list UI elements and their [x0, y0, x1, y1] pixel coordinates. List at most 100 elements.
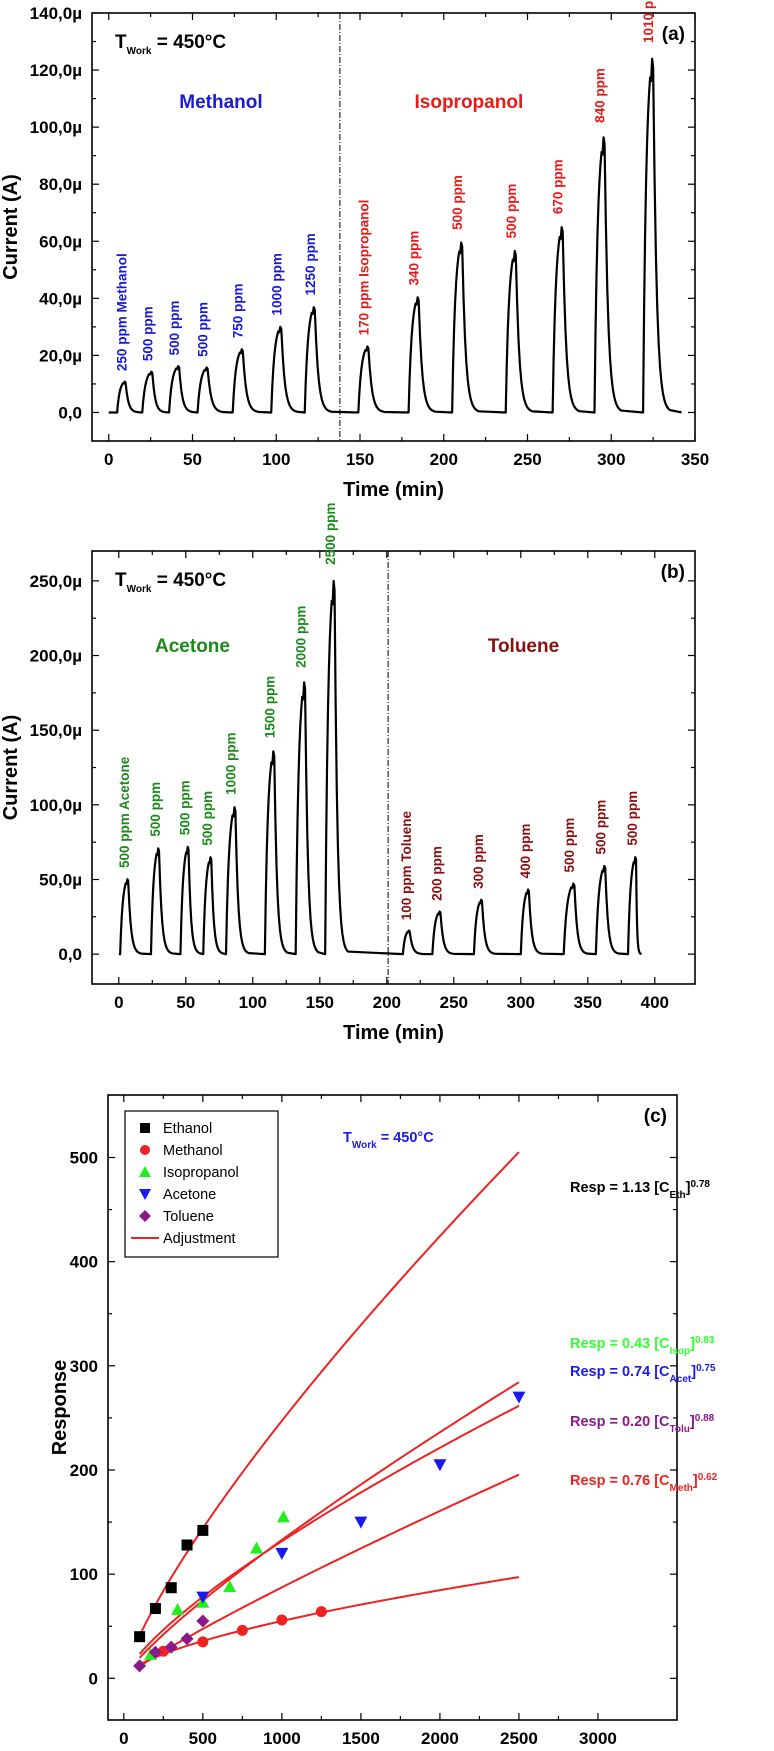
legend-marker: [139, 1210, 151, 1222]
current-trace: [118, 579, 642, 956]
pulse-label: 500 ppm: [200, 791, 215, 846]
pulse-label: 500 ppm: [148, 782, 163, 837]
legend-entry: Adjustment: [163, 1231, 236, 1247]
y-axis-label: Current (A): [0, 174, 22, 280]
x-tick-label: 150: [306, 993, 334, 1012]
legend-marker: [139, 1189, 151, 1200]
data-point-ethanol: [134, 1631, 146, 1643]
pulse-label: 2500 ppm: [323, 503, 338, 565]
data-point-methanol: [197, 1636, 209, 1648]
pulse-label: 170 ppm Isopropanol: [356, 200, 371, 336]
x-tick-label: 2500: [500, 1729, 538, 1748]
pulse-label: 500 ppm: [196, 302, 211, 357]
fit-equation: Resp = 0.76 [CMeth]0.62: [570, 1472, 718, 1494]
fit-curve: [138, 1404, 520, 1655]
fit-curve: [138, 1381, 520, 1659]
data-point-methanol: [157, 1645, 169, 1657]
x-tick-label: 0: [114, 993, 123, 1012]
x-axis-label: Time (min): [343, 1022, 444, 1044]
pulse-label: 750 ppm: [231, 283, 246, 338]
x-tick-label: 100: [262, 450, 290, 469]
x-tick-label: 350: [574, 993, 602, 1012]
pulse-label: 1500 ppm: [263, 676, 278, 738]
panel-c-axes: 0 500 1000 1500 2000 2500 3000 0 100 200 300 400 500: [70, 1094, 678, 1748]
pulse-label: 100 ppm Toluene: [399, 810, 414, 920]
y-tick-label: 250,0µ: [30, 572, 82, 591]
data-point-toluene: [148, 1645, 162, 1659]
twork-label: TWork = 450°C: [115, 570, 226, 595]
data-point-ethanol: [197, 1524, 209, 1536]
data-point-ethanol: [181, 1539, 193, 1551]
data-point-toluene: [133, 1659, 147, 1673]
legend-entry: Ethanol: [163, 1121, 212, 1137]
pulse-label: 500 ppm: [167, 301, 182, 356]
y-tick-label: 60,0µ: [39, 232, 82, 251]
y-tick-label: 300: [70, 1357, 98, 1376]
data-point-methanol: [315, 1606, 327, 1618]
y-tick-label: 0: [89, 1669, 98, 1688]
twork-label: TWork = 450°C: [343, 1130, 434, 1151]
panel-label: (b): [661, 562, 685, 583]
x-tick-label: 1500: [342, 1729, 380, 1748]
y-tick-label: 100,0µ: [30, 796, 82, 815]
y-tick-label: 100: [70, 1565, 98, 1584]
data-point-ethanol: [165, 1582, 177, 1594]
y-axis-label: Current (A): [0, 715, 22, 821]
x-tick-label: 200: [430, 450, 458, 469]
y-tick-label: 0,0: [58, 945, 82, 964]
x-tick-label: 50: [183, 450, 202, 469]
pulse-label: 340 ppm: [407, 231, 422, 286]
pulse-label: 2000 ppm: [293, 606, 308, 668]
panel-label: (a): [662, 24, 685, 45]
panel-c-plot-frame: [107, 1094, 678, 1721]
x-tick-label: 350: [681, 450, 709, 469]
legend-marker: [140, 1145, 150, 1155]
y-tick-label: 500: [70, 1149, 98, 1168]
panel-b-content: 500 ppm Acetone 500 ppm 500 ppm 500 ppm1000…: [0, 503, 685, 1044]
data-point-methanol: [276, 1614, 288, 1626]
panel-label: (c): [644, 1106, 667, 1127]
data-point-acetone: [512, 1391, 526, 1404]
y-tick-label: 400: [70, 1253, 98, 1272]
fit-equation: Resp = 1.13 [CEth]0.78: [570, 1179, 710, 1201]
panel-a-axes: 0 50 100 150 200 250 300 350 0,0 20,0µ 40,0µ 60,0µ 8…: [30, 4, 710, 469]
x-tick-label: 250: [513, 450, 541, 469]
legend-entry: Isopropanol: [163, 1165, 239, 1181]
data-point-acetone: [196, 1591, 210, 1604]
y-tick-label: 100,0µ: [30, 118, 82, 137]
current-trace: [108, 57, 682, 414]
legend-entry: Methanol: [163, 1143, 223, 1159]
pulse-label: 400 ppm: [518, 824, 533, 879]
data-point-toluene: [164, 1640, 178, 1654]
pulse-label: 500 ppm: [625, 791, 640, 846]
legend-marker: [140, 1123, 150, 1133]
y-tick-label: 140,0µ: [30, 4, 82, 23]
x-tick-label: 100: [239, 993, 267, 1012]
y-tick-label: 50,0µ: [39, 870, 82, 889]
x-tick-label: 50: [176, 993, 195, 1012]
pulse-label: 500 ppm: [140, 306, 155, 361]
y-tick-label: 80,0µ: [39, 175, 82, 194]
legend: Ethanol Methanol Isopropanol Acetone Toluene…: [124, 1110, 279, 1258]
pulse-label: 1000 ppm: [269, 253, 284, 315]
data-point-toluene: [196, 1614, 210, 1628]
data-point-acetone: [433, 1459, 447, 1472]
fit-equation: Resp = 0.74 [CAcet]0.75: [570, 1363, 716, 1385]
pulse-label: 500 ppm: [450, 175, 465, 230]
fit-equation: Resp = 0.20 [CTolu]0.88: [570, 1413, 715, 1435]
panel-c-content: Ethanol Methanol Isopropanol Acetone Toluene…: [49, 1106, 718, 1673]
y-tick-label: 40,0µ: [39, 289, 82, 308]
pulse-label: 200 ppm: [429, 846, 444, 901]
y-tick-label: 0,0: [58, 403, 82, 422]
panel-a-plot-frame: [91, 12, 696, 442]
pulse-label: 670 ppm: [551, 159, 566, 214]
x-tick-label: 400: [641, 993, 669, 1012]
panel-b-axes: 0 50 100 150 200 250 300 350 400 0,0 50,0µ 100,0µ 15…: [30, 550, 696, 1012]
legend-marker: [139, 1166, 151, 1177]
legend-entry: Acetone: [163, 1187, 216, 1203]
x-tick-label: 0: [104, 450, 113, 469]
fit-equation: Resp = 0.43 [CIsop]0.83: [570, 1335, 715, 1357]
group-label: Isopropanol: [415, 92, 524, 113]
pulse-label: 250 ppm Methanol: [114, 253, 129, 371]
